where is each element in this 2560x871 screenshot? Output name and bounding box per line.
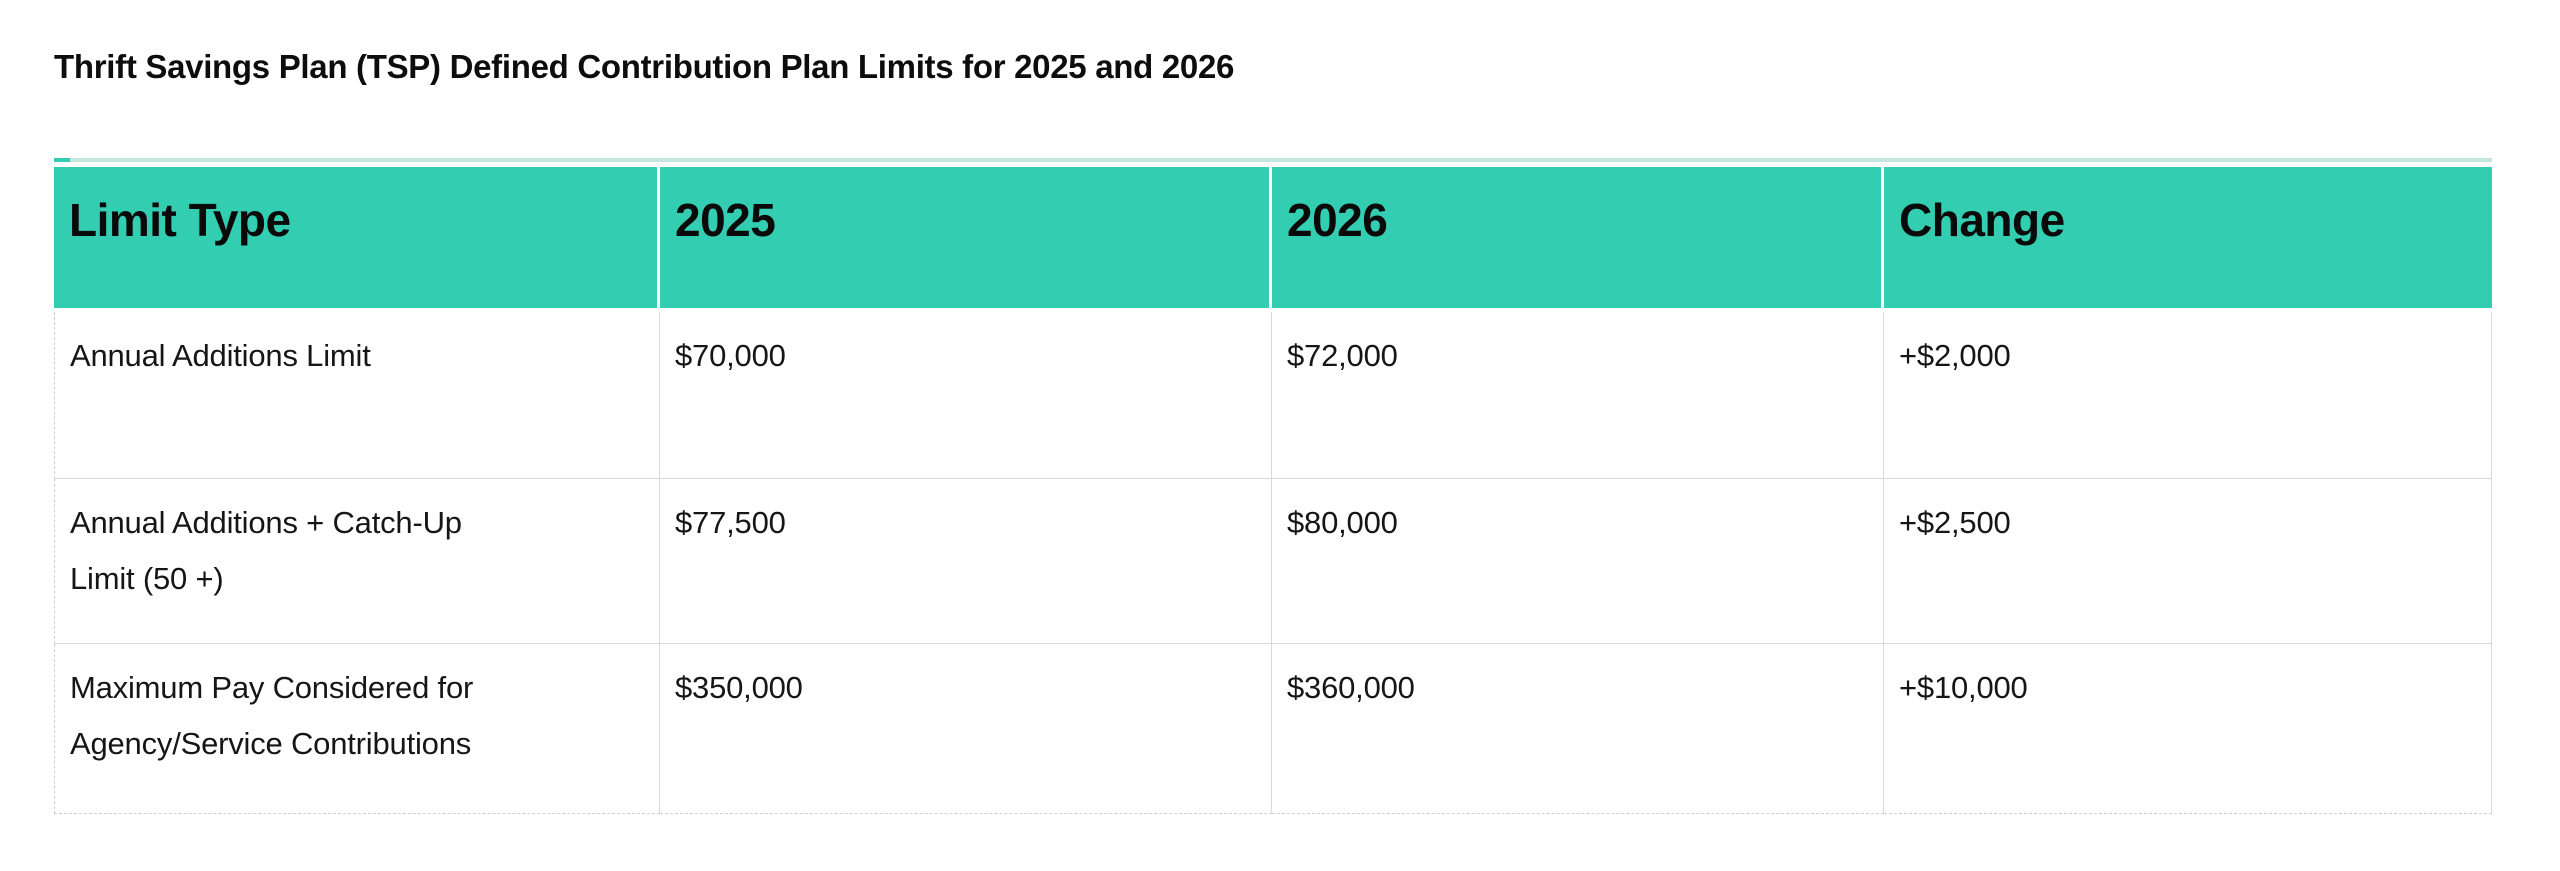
- cell-change: +$2,000: [1884, 312, 2492, 479]
- cell-limit-type: Maximum Pay Considered for Agency/Servic…: [54, 644, 660, 814]
- limits-table: Limit Type 2025 2026 Change Annual Addit…: [54, 158, 2492, 814]
- table-accent-rule: [54, 158, 2492, 162]
- cell-2025: $350,000: [660, 644, 1272, 814]
- cell-2025: $70,000: [660, 312, 1272, 479]
- cell-2026: $80,000: [1272, 479, 1884, 644]
- page-title: Thrift Savings Plan (TSP) Defined Contri…: [54, 48, 1235, 85]
- column-header-limit-type: Limit Type: [54, 167, 660, 312]
- table-header-row: Limit Type 2025 2026 Change: [54, 167, 2492, 312]
- column-header-change: Change: [1884, 167, 2492, 312]
- table-row: Maximum Pay Considered for Agency/Servic…: [54, 644, 2492, 814]
- table-row: Annual Additions Limit $70,000 $72,000 +…: [54, 312, 2492, 479]
- tsp-limits-table: Limit Type 2025 2026 Change Annual Addit…: [54, 167, 2492, 814]
- column-header-2026: 2026: [1272, 167, 1884, 312]
- column-header-2025: 2025: [660, 167, 1272, 312]
- cell-change: +$10,000: [1884, 644, 2492, 814]
- cell-2026: $72,000: [1272, 312, 1884, 479]
- cell-change: +$2,500: [1884, 479, 2492, 644]
- cell-limit-type: Annual Additions + Catch-Up Limit (50 +): [54, 479, 660, 644]
- cell-2026: $360,000: [1272, 644, 1884, 814]
- table-row: Annual Additions + Catch-Up Limit (50 +)…: [54, 479, 2492, 644]
- cell-limit-type: Annual Additions Limit: [54, 312, 660, 479]
- cell-2025: $77,500: [660, 479, 1272, 644]
- document-page: Thrift Savings Plan (TSP) Defined Contri…: [0, 46, 2560, 871]
